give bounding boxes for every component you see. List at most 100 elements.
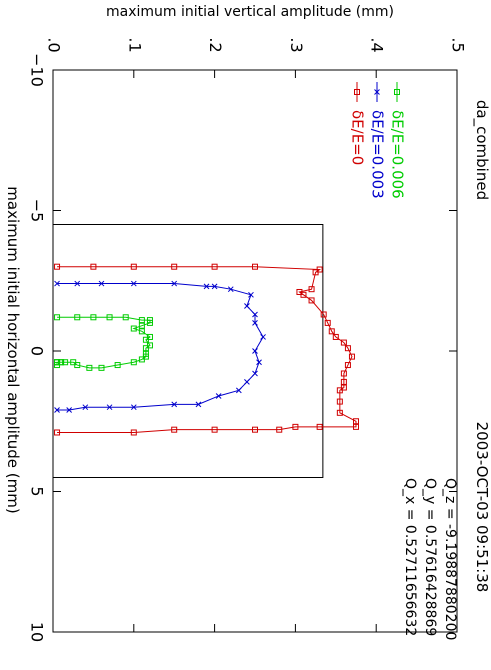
data-point — [244, 303, 250, 309]
data-point — [248, 291, 254, 298]
data-point — [348, 353, 355, 360]
x-marker-stroke — [54, 280, 60, 287]
data-point — [54, 263, 61, 270]
data-point — [195, 401, 202, 408]
x-marker-stroke — [252, 320, 258, 326]
data-point — [316, 423, 323, 430]
data-point — [276, 426, 283, 433]
x-marker-stroke — [252, 348, 258, 354]
y-tick-label: .0 — [45, 37, 64, 52]
x-tick-label: 10 — [28, 622, 47, 642]
data-point — [130, 359, 137, 366]
x-marker-stroke — [235, 387, 242, 394]
x-tick-label: 5 — [28, 486, 47, 496]
data-point — [252, 426, 258, 433]
data-point — [106, 314, 113, 321]
data-point — [130, 429, 137, 436]
data-point — [171, 426, 178, 433]
data-point — [130, 263, 137, 270]
data-point — [82, 404, 89, 411]
data-point — [235, 387, 242, 394]
series-2 — [54, 314, 153, 371]
aperture-box — [53, 224, 324, 478]
x-tick-label: −10 — [28, 53, 47, 87]
legend-marker — [394, 89, 400, 95]
legend-entry: δE/E=0 — [349, 82, 367, 165]
data-point — [340, 339, 347, 346]
data-point — [344, 345, 351, 352]
data-point — [308, 286, 315, 293]
y-tick-label: .4 — [368, 37, 387, 52]
x-marker-stroke — [54, 407, 60, 413]
data-point — [138, 356, 145, 363]
data-point — [106, 404, 113, 411]
data-point — [90, 263, 97, 270]
data-point — [353, 423, 359, 430]
tune-qy: Q_y = 0.57616428869 — [422, 478, 438, 636]
x-marker-stroke — [74, 280, 81, 287]
data-point — [328, 328, 335, 335]
aperture-outline — [53, 224, 324, 478]
data-point — [98, 364, 105, 371]
data-point — [146, 319, 153, 326]
data-point — [340, 370, 347, 377]
data-point — [98, 280, 105, 287]
data-point — [336, 398, 343, 405]
data-point — [142, 336, 149, 343]
data-point — [292, 423, 299, 430]
data-point — [336, 387, 343, 394]
x-marker-stroke — [256, 359, 262, 366]
data-point — [74, 314, 81, 321]
data-point — [171, 263, 178, 270]
data-point — [138, 328, 145, 335]
tune-qx: Q_x = 0.52711656632 — [402, 478, 418, 636]
data-point — [114, 362, 121, 369]
data-point — [130, 280, 137, 287]
data-point — [171, 280, 178, 287]
data-point — [244, 379, 250, 385]
x-axis-label: maximum initial horizontal amplitude (mm… — [4, 186, 22, 513]
data-point — [332, 333, 339, 340]
data-point — [211, 283, 218, 290]
data-point — [215, 393, 222, 399]
data-point — [260, 334, 266, 340]
series-0 — [54, 263, 359, 436]
axis-ticks: −10 −5 0 5 10 .0 .1 .2 .3 .4 .5 — [28, 37, 468, 642]
data-point — [227, 286, 234, 293]
data-point — [138, 322, 145, 329]
data-point — [324, 319, 331, 326]
legend-marker — [374, 89, 380, 95]
data-point — [130, 404, 137, 411]
legend: δE/E=0 δE/E=0.003 δE/E=0.006 — [349, 82, 407, 199]
data-point — [353, 418, 359, 425]
x-marker-stroke — [171, 401, 178, 408]
data-point — [130, 325, 137, 332]
data-point — [252, 348, 258, 354]
x-marker-stroke — [227, 286, 234, 293]
data-point — [54, 407, 60, 413]
x-marker-stroke — [66, 407, 73, 413]
data-point — [122, 314, 129, 321]
data-point — [54, 359, 61, 366]
data-point — [252, 320, 258, 326]
legend-label: δE/E=0 — [349, 110, 367, 165]
data-point — [300, 291, 307, 298]
legend-label: δE/E=0.006 — [389, 110, 407, 199]
data-point — [138, 317, 145, 324]
x-marker-stroke — [130, 280, 137, 287]
x-marker-stroke — [252, 370, 258, 377]
data-point — [256, 359, 262, 366]
legend-entry: δE/E=0.006 — [389, 82, 407, 199]
data-point — [252, 370, 258, 377]
x-marker-stroke — [260, 334, 266, 340]
x-tick-label: 0 — [28, 346, 47, 356]
x-tick-label: −5 — [28, 199, 47, 223]
x-marker-stroke — [374, 89, 380, 95]
data-point — [70, 359, 77, 366]
data-point — [340, 378, 347, 385]
data-point — [320, 311, 327, 318]
x-marker-stroke — [248, 291, 254, 298]
x-marker-stroke — [130, 404, 137, 411]
x-marker-stroke — [211, 283, 218, 290]
y-axis-label: maximum initial vertical amplitude (mm) — [106, 4, 394, 20]
